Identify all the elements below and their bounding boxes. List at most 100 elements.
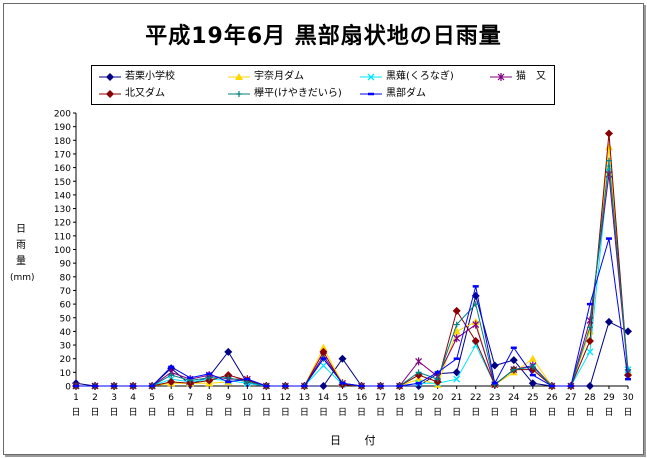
data-point — [168, 372, 175, 379]
series-7 — [73, 237, 631, 388]
x-axis-label: 日 付 — [330, 434, 386, 447]
legend-swatch — [228, 91, 250, 97]
x-tick-label: 28 — [584, 393, 596, 403]
x-tick-suffix: 日 — [528, 407, 537, 418]
y-tick-label: 40 — [60, 328, 72, 338]
data-point — [586, 324, 593, 331]
x-tick-suffix: 日 — [167, 407, 176, 418]
data-point — [452, 327, 461, 335]
y-tick-label: 170 — [54, 150, 71, 160]
data-point — [225, 374, 232, 381]
x-tick-label: 13 — [299, 393, 310, 403]
legend: 若栗小学校 宇奈月ダム 黒薙(くろなぎ) 猫 又北又ダム 欅平(けやきだいら) 黒部ダム — [91, 65, 555, 105]
series-5 — [72, 129, 632, 390]
data-point — [624, 371, 632, 380]
y-tick-label: 140 — [54, 191, 71, 201]
data-point — [509, 356, 518, 365]
x-tick-suffix: 日 — [148, 407, 157, 418]
data-point — [585, 382, 594, 390]
x-tick-label: 30 — [622, 393, 634, 403]
x-tick-label: 29 — [603, 393, 615, 403]
data-point — [604, 317, 613, 326]
x-tick-label: 19 — [413, 393, 425, 403]
y-axis-label: 日 雨 量 (mm) — [10, 222, 35, 286]
x-tick-label: 3 — [111, 393, 117, 403]
series-3 — [72, 164, 632, 390]
series-line — [76, 147, 629, 387]
data-point — [453, 321, 460, 328]
x-tick-label: 4 — [130, 393, 136, 403]
x-tick-label: 14 — [318, 393, 330, 403]
x-tick-suffix: 日 — [376, 407, 385, 418]
y-tick-label: 100 — [54, 246, 71, 256]
y-tick-label: 150 — [54, 178, 71, 188]
data-point — [528, 379, 537, 388]
y-tick-label: 10 — [60, 369, 72, 379]
data-point — [453, 334, 461, 343]
legend-label: 欅平(けやきだいら) — [254, 88, 342, 99]
y-tick-label: 190 — [54, 123, 71, 133]
x-tick-suffix: 日 — [433, 407, 442, 418]
y-tick-label: 130 — [54, 205, 71, 215]
data-point — [605, 157, 612, 164]
x-tick-suffix: 日 — [509, 407, 518, 418]
data-point — [472, 341, 480, 349]
data-point — [367, 73, 375, 81]
data-point — [472, 320, 480, 329]
legend-swatch — [490, 73, 512, 81]
legend-swatch — [99, 73, 121, 81]
data-point — [497, 73, 505, 81]
x-tick-suffix: 日 — [205, 407, 214, 418]
x-tick-suffix: 日 — [623, 407, 632, 418]
y-axis-label-char-1: 日 — [16, 224, 26, 235]
y-tick-label: 110 — [54, 232, 71, 242]
data-point — [206, 374, 213, 381]
x-tick-label: 12 — [280, 393, 291, 403]
series-line — [76, 160, 629, 387]
data-point — [452, 368, 461, 377]
series-4 — [72, 170, 632, 390]
x-tick-suffix: 日 — [243, 407, 252, 418]
x-tick-suffix: 日 — [338, 407, 347, 418]
x-tick-label: 10 — [242, 393, 254, 403]
data-point — [319, 343, 328, 351]
y-tick-label: 160 — [54, 164, 71, 174]
y-tick-label: 90 — [60, 260, 72, 270]
legend-swatch — [99, 90, 121, 98]
x-tick-suffix: 日 — [91, 407, 100, 418]
y-tick-label: 200 — [54, 110, 71, 120]
x-tick-label: 15 — [337, 393, 348, 403]
data-point — [471, 336, 480, 345]
x-tick-label: 8 — [206, 393, 212, 403]
data-point — [586, 348, 594, 356]
y-axis-label-unit: (mm) — [10, 273, 35, 283]
x-tick-label: 26 — [546, 393, 558, 403]
legend-label: 猫 又 — [516, 71, 546, 82]
data-point — [236, 91, 242, 97]
x-tick-label: 27 — [565, 393, 576, 403]
data-point — [106, 73, 114, 81]
x-tick-suffix: 日 — [262, 407, 271, 418]
x-tick-label: 11 — [261, 393, 272, 403]
y-tick-label: 180 — [54, 137, 71, 147]
x-tick-label: 6 — [168, 393, 174, 403]
x-tick-label: 24 — [508, 393, 520, 403]
y-tick-label: 50 — [60, 314, 72, 324]
x-tick-suffix: 日 — [452, 407, 461, 418]
x-tick-suffix: 日 — [110, 407, 119, 418]
x-tick-suffix: 日 — [357, 407, 366, 418]
data-point — [106, 90, 114, 98]
y-tick-label: 60 — [60, 301, 72, 311]
series-1 — [72, 291, 632, 390]
legend-label: 黒薙(くろなぎ) — [386, 71, 454, 82]
data-point — [319, 347, 328, 356]
x-tick-suffix: 日 — [319, 407, 328, 418]
series-line — [76, 238, 629, 387]
x-tick-suffix: 日 — [490, 407, 499, 418]
legend-label: 黒部ダム — [386, 88, 426, 99]
legend-swatch — [360, 73, 382, 81]
x-tick-label: 1 — [73, 393, 79, 403]
data-point — [510, 366, 517, 373]
y-tick-label: 20 — [60, 355, 72, 365]
x-tick-label: 18 — [394, 393, 406, 403]
